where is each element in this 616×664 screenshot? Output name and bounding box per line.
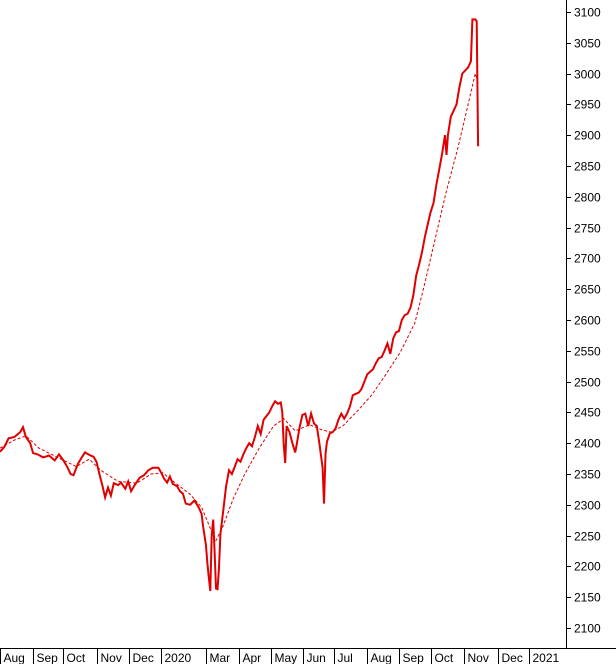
y-axis: 3100 3050 3000 2950 2900 2850 2800 2750 2700 2650…: [566, 0, 601, 649]
y-tick-label: 2850: [574, 160, 601, 174]
x-tick-label: Dec: [133, 651, 154, 664]
x-tick-label: Aug: [371, 651, 392, 664]
y-tick-label: 2450: [574, 406, 601, 420]
x-tick-label: Nov: [468, 651, 489, 664]
x-tick-label: Oct: [67, 651, 86, 664]
x-tick-label: Apr: [243, 651, 262, 664]
y-tick-label: 2150: [574, 591, 601, 605]
y-tick-label: 2950: [574, 98, 601, 112]
x-tick-label: Jun: [307, 651, 326, 664]
x-tick-label: Dec: [502, 651, 523, 664]
y-tick-label: 2300: [574, 499, 601, 513]
y-tick-label: 2650: [574, 283, 601, 297]
x-tick-label: 2021: [533, 651, 560, 664]
y-tick-label: 2200: [574, 560, 601, 574]
x-tick-label: May: [275, 651, 298, 664]
plot-area: [0, 18, 480, 592]
x-tick-label: Sep: [403, 651, 425, 664]
y-tick-label: 2750: [574, 222, 601, 236]
y-tick-label: 3050: [574, 37, 601, 51]
price-line: [0, 18, 480, 592]
y-tick-label: 2700: [574, 252, 601, 266]
y-tick-label: 2600: [574, 314, 601, 328]
y-tick-label: 3000: [574, 68, 601, 82]
x-tick-label: Aug: [4, 651, 25, 664]
y-tick-label: 2500: [574, 376, 601, 390]
x-tick-label: Mar: [210, 651, 231, 664]
x-tick-label: Oct: [435, 651, 454, 664]
x-tick-label: Jul: [338, 651, 353, 664]
y-tick-label: 2350: [574, 468, 601, 482]
y-tick-label: 2400: [574, 437, 601, 451]
y-tick-label: 2100: [574, 622, 601, 636]
y-tick-label: 2550: [574, 345, 601, 359]
x-axis: Aug Sep Oct Nov Dec 2020 Mar Apr May Jun Jul Aug Sep…: [0, 648, 616, 664]
x-tick-label: Sep: [37, 651, 59, 664]
y-tick-label: 2900: [574, 129, 601, 143]
y-tick-label: 3100: [574, 6, 601, 20]
x-tick-label: 2020: [165, 651, 192, 664]
x-tick-label: Nov: [101, 651, 122, 664]
y-tick-label: 2800: [574, 191, 601, 205]
y-tick-label: 2250: [574, 530, 601, 544]
moving-average-line: [0, 71, 479, 542]
